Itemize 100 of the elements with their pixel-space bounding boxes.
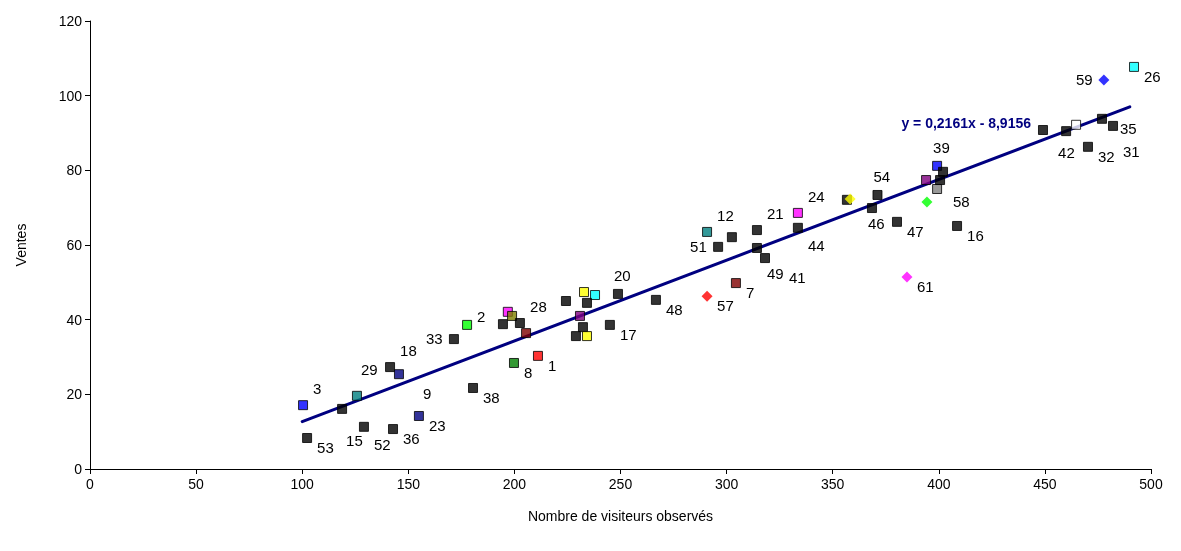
point [713, 241, 724, 252]
point [337, 403, 348, 414]
annotation: 48 [665, 300, 683, 318]
annotation: 24 [807, 187, 825, 205]
x-tick-label: 400 [927, 476, 951, 492]
annotation: 9 [422, 385, 432, 403]
annotation: 47 [907, 222, 924, 240]
point [570, 331, 581, 342]
point [872, 189, 883, 200]
annotation: 3 [313, 380, 322, 398]
point [844, 193, 856, 205]
annotation: 46 [867, 215, 885, 233]
y-tick-label: 60 [66, 237, 83, 253]
point [866, 203, 877, 214]
point [892, 216, 902, 227]
y-tick-label: 120 [58, 13, 83, 29]
point [760, 253, 771, 264]
annotation: 1 [547, 356, 557, 374]
point [921, 175, 932, 186]
y-tick-label: 80 [66, 162, 83, 179]
annotation: 26 [1144, 67, 1161, 85]
point [574, 310, 585, 321]
x-tick-label: 200 [502, 476, 527, 492]
point [1082, 141, 1093, 152]
point [935, 175, 946, 186]
annotation: 58 [952, 193, 970, 211]
point [508, 357, 519, 368]
point [1129, 61, 1140, 72]
annotation: 44 [807, 236, 825, 254]
x-tick-label: 450 [1033, 476, 1057, 492]
point [577, 322, 588, 333]
annotation: 31 [1123, 142, 1140, 160]
y-tick-label: 20 [66, 386, 83, 403]
point [497, 319, 508, 330]
point [921, 196, 933, 208]
x-tick-label: 50 [188, 476, 205, 492]
point [751, 242, 762, 253]
point [1061, 126, 1072, 137]
annotation: 49 [766, 264, 784, 282]
annotation: 33 [425, 330, 443, 348]
point [932, 184, 943, 194]
annotation: 17 [619, 325, 637, 343]
y-axis-title: Ventes [13, 223, 29, 267]
annotation: 20 [613, 266, 631, 284]
point [612, 288, 623, 299]
point [1037, 125, 1048, 136]
y-tick-label: 0 [74, 461, 83, 477]
annotation: 23 [428, 416, 446, 434]
point [468, 382, 479, 393]
point [448, 334, 459, 345]
annotation: 35 [1119, 119, 1137, 137]
point [726, 232, 737, 243]
x-tick-label: 250 [608, 476, 633, 492]
point [952, 220, 963, 231]
annotation: 29 [360, 360, 378, 378]
point [1108, 120, 1119, 131]
annotation: 54 [873, 167, 891, 185]
annotation: 12 [717, 206, 734, 224]
annotation: 38 [483, 388, 500, 406]
annotation: 2 [477, 307, 486, 325]
point [521, 328, 532, 339]
annotation: 21 [766, 205, 784, 223]
point [302, 433, 313, 444]
annotation: 59 [1075, 70, 1093, 88]
x-axis-title: Nombre de visiteurs observés [527, 508, 714, 524]
x-tick-label: 300 [714, 476, 739, 492]
annotation: 39 [933, 138, 950, 156]
point [604, 319, 615, 330]
annotation: y = 0,2161x - 8,9156 [901, 115, 1032, 131]
point [1071, 119, 1082, 130]
annotation: 36 [403, 430, 420, 448]
annotation: 32 [1097, 147, 1115, 165]
point [358, 421, 369, 432]
annotation: 61 [916, 278, 934, 296]
point [650, 294, 661, 305]
point [388, 424, 399, 435]
point [413, 410, 424, 421]
point [701, 290, 713, 302]
x-tick-label: 150 [396, 476, 421, 492]
point [514, 318, 525, 329]
annotation: 15 [346, 431, 363, 449]
y-tick-label: 40 [66, 311, 83, 328]
annotation: 16 [967, 226, 984, 244]
x-tick-label: 100 [290, 476, 315, 492]
point [702, 226, 713, 237]
x-tick-label: 350 [821, 476, 845, 492]
x-tick-label: 500 [1139, 476, 1163, 492]
annotation: 52 [373, 435, 391, 453]
point [351, 390, 362, 401]
annotation: 7 [745, 284, 755, 302]
annotation: 28 [530, 298, 547, 316]
point [507, 310, 518, 321]
point [393, 369, 404, 380]
y-tick-label: 100 [58, 87, 83, 104]
point [792, 222, 803, 233]
point [730, 278, 741, 289]
point [901, 271, 913, 283]
annotation: 41 [789, 269, 806, 287]
point [385, 362, 396, 373]
point [560, 296, 571, 306]
